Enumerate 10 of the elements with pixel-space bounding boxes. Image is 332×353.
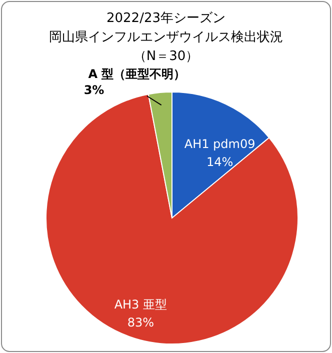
pie-slice bbox=[46, 94, 298, 344]
chart-title: 2022/23年シーズン bbox=[106, 11, 226, 26]
slice-label: A 型（亜型不明） bbox=[88, 67, 186, 81]
data-label: 83% bbox=[127, 315, 154, 330]
data-label: 3% bbox=[84, 83, 104, 97]
slice-label: AH1 pdm09 bbox=[184, 136, 256, 151]
chart-subtitle: 岡山県インフルエンザウイルス検出状況 bbox=[49, 30, 283, 45]
data-label: 14% bbox=[206, 154, 234, 169]
text: （N＝30） bbox=[133, 49, 199, 64]
slice-label: AH3 亜型 bbox=[114, 297, 168, 312]
